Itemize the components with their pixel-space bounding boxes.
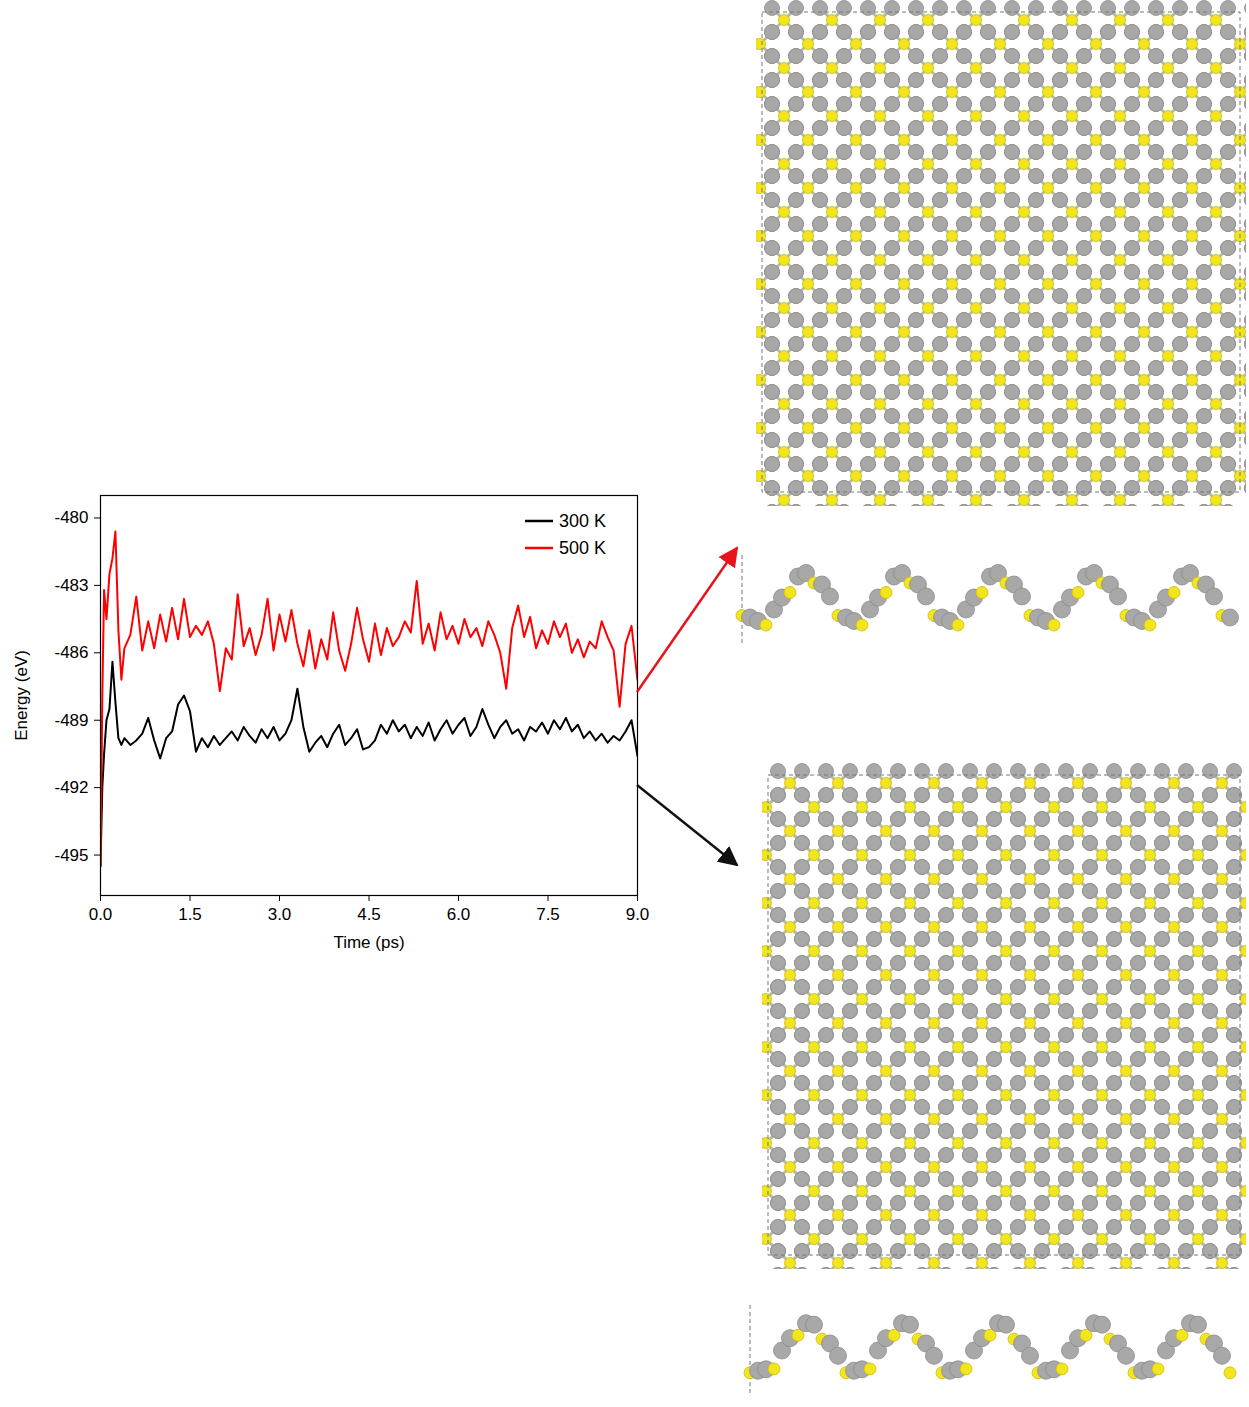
svg-text:-483: -483: [54, 576, 88, 595]
svg-text:300 K: 300 K: [559, 511, 606, 531]
svg-text:500 K: 500 K: [559, 538, 606, 558]
svg-text:Time (ps): Time (ps): [333, 933, 404, 952]
svg-text:4.5: 4.5: [357, 905, 381, 924]
svg-text:-492: -492: [54, 778, 88, 797]
svg-text:7.5: 7.5: [536, 905, 560, 924]
svg-text:-489: -489: [54, 711, 88, 730]
svg-text:6.0: 6.0: [447, 905, 471, 924]
svg-text:-480: -480: [54, 508, 88, 527]
svg-text:Energy (eV): Energy (eV): [12, 650, 31, 741]
svg-text:3.0: 3.0: [268, 905, 292, 924]
svg-text:0.0: 0.0: [89, 905, 113, 924]
svg-text:9.0: 9.0: [626, 905, 650, 924]
svg-text:-495: -495: [54, 845, 88, 864]
svg-text:1.5: 1.5: [178, 905, 202, 924]
svg-text:-486: -486: [54, 643, 88, 662]
